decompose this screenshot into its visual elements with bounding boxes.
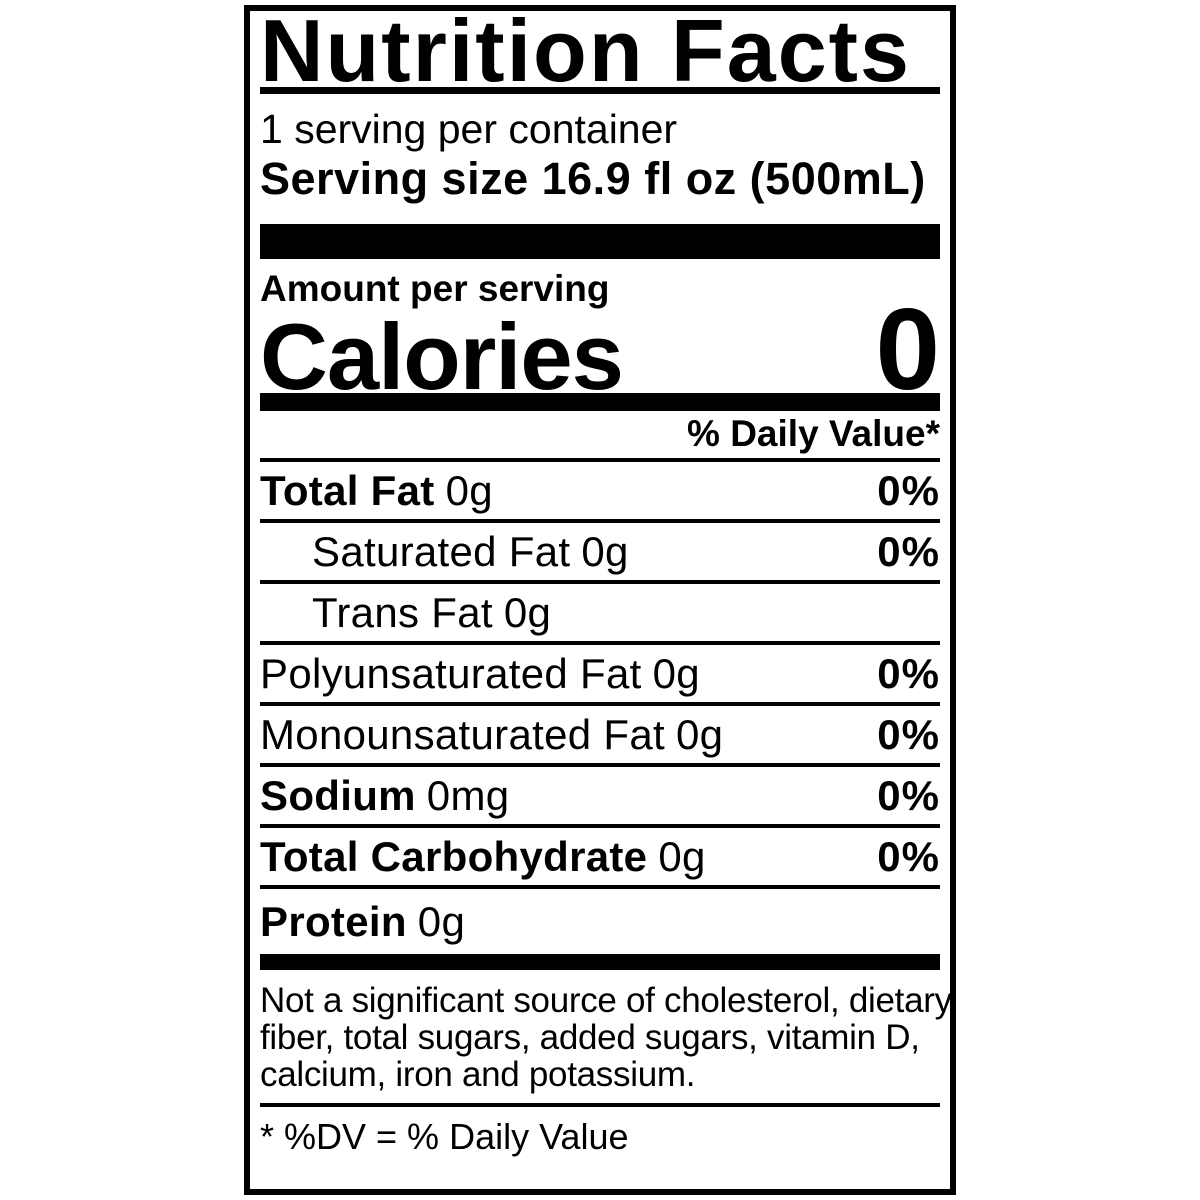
nutrient-name-cell: Saturated Fat 0g	[260, 527, 629, 575]
calories-divider-bar	[260, 393, 940, 411]
nutrient-daily-value: 0%	[877, 832, 940, 880]
nutrient-name: Polyunsaturated Fat	[260, 649, 642, 697]
nutrient-row-trans-fat: Trans Fat 0g	[260, 584, 940, 645]
nutrient-name-cell: Total Carbohydrate 0g	[260, 832, 706, 880]
nutrient-name-cell: Polyunsaturated Fat 0g	[260, 649, 700, 697]
nutrient-name: Protein	[260, 897, 407, 945]
nutrient-name-cell: Trans Fat 0g	[260, 588, 552, 636]
nutrient-amount: 0g	[445, 466, 493, 514]
nutrient-name: Trans Fat	[312, 588, 493, 636]
nutrient-amount: 0mg	[426, 771, 510, 819]
nutrient-daily-value: 0%	[877, 771, 940, 819]
nutrient-row-protein: Protein 0g	[260, 889, 940, 954]
nutrient-name: Total Carbohydrate	[260, 832, 648, 880]
nutrient-name-cell: Sodium 0mg	[260, 771, 510, 819]
calories-label: Calories	[260, 304, 624, 409]
footnote-divider	[260, 1103, 940, 1107]
nutrient-row-sodium: Sodium 0mg 0%	[260, 767, 940, 828]
nutrient-daily-value: 0%	[877, 527, 940, 575]
label-title: Nutrition Facts	[260, 5, 911, 100]
calories-row: Calories 0	[260, 284, 940, 414]
daily-value-header: % Daily Value*	[260, 415, 940, 462]
footnote-line: calcium, iron and potassium.	[260, 1055, 696, 1094]
nutrient-row-total-fat: Total Fat 0g 0%	[260, 462, 940, 523]
nutrient-row-monounsaturated-fat: Monounsaturated Fat 0g 0%	[260, 706, 940, 767]
nutrient-name-cell: Total Fat 0g	[260, 466, 493, 514]
servings-per-container: 1 serving per container	[260, 106, 678, 152]
title-divider	[260, 87, 940, 94]
nutrient-amount: 0g	[581, 527, 629, 575]
daily-value-note: * %DV = % Daily Value	[260, 1116, 629, 1157]
nutrient-name: Sodium	[260, 771, 416, 819]
nutrient-amount: 0g	[675, 710, 724, 758]
footnote: Not a significant source of cholesterol,…	[260, 981, 952, 1094]
nutrient-row-saturated-fat: Saturated Fat 0g 0%	[260, 523, 940, 584]
nutrient-amount: 0g	[503, 588, 552, 636]
footnote-line: Not a significant source of cholesterol,…	[260, 981, 952, 1020]
nutrient-name: Saturated Fat	[312, 527, 571, 575]
nutrient-amount: 0g	[417, 897, 466, 945]
nutrient-daily-value: 0%	[877, 710, 940, 758]
serving-size: Serving size 16.9 fl oz (500mL)	[260, 153, 926, 204]
nutrient-name-cell: Monounsaturated Fat 0g	[260, 710, 724, 758]
amount-per-serving-label: Amount per serving	[260, 268, 610, 309]
nutrient-rows: Total Fat 0g 0% Saturated Fat 0g 0% Trans …	[260, 462, 940, 954]
footnote-line: fiber, total sugars, added sugars, vitam…	[260, 1018, 920, 1057]
nutrition-facts-label: Nutrition Facts 1 serving per container …	[244, 5, 956, 1195]
serving-section-divider-bar	[260, 224, 940, 259]
nutrient-amount: 0g	[658, 832, 706, 880]
nutrient-daily-value: 0%	[877, 466, 940, 514]
nutrient-row-polyunsaturated-fat: Polyunsaturated Fat 0g 0%	[260, 645, 940, 706]
nutrient-daily-value: 0%	[877, 649, 940, 697]
nutrient-amount: 0g	[652, 649, 700, 697]
nutrient-name: Monounsaturated Fat	[260, 710, 665, 758]
nutrient-name-cell: Protein 0g	[260, 897, 466, 945]
nutrient-row-total-carbohydrate: Total Carbohydrate 0g 0%	[260, 828, 940, 889]
nutrient-name: Total Fat	[260, 466, 435, 514]
calories-value: 0	[875, 284, 940, 414]
protein-section-divider-bar	[260, 954, 940, 970]
